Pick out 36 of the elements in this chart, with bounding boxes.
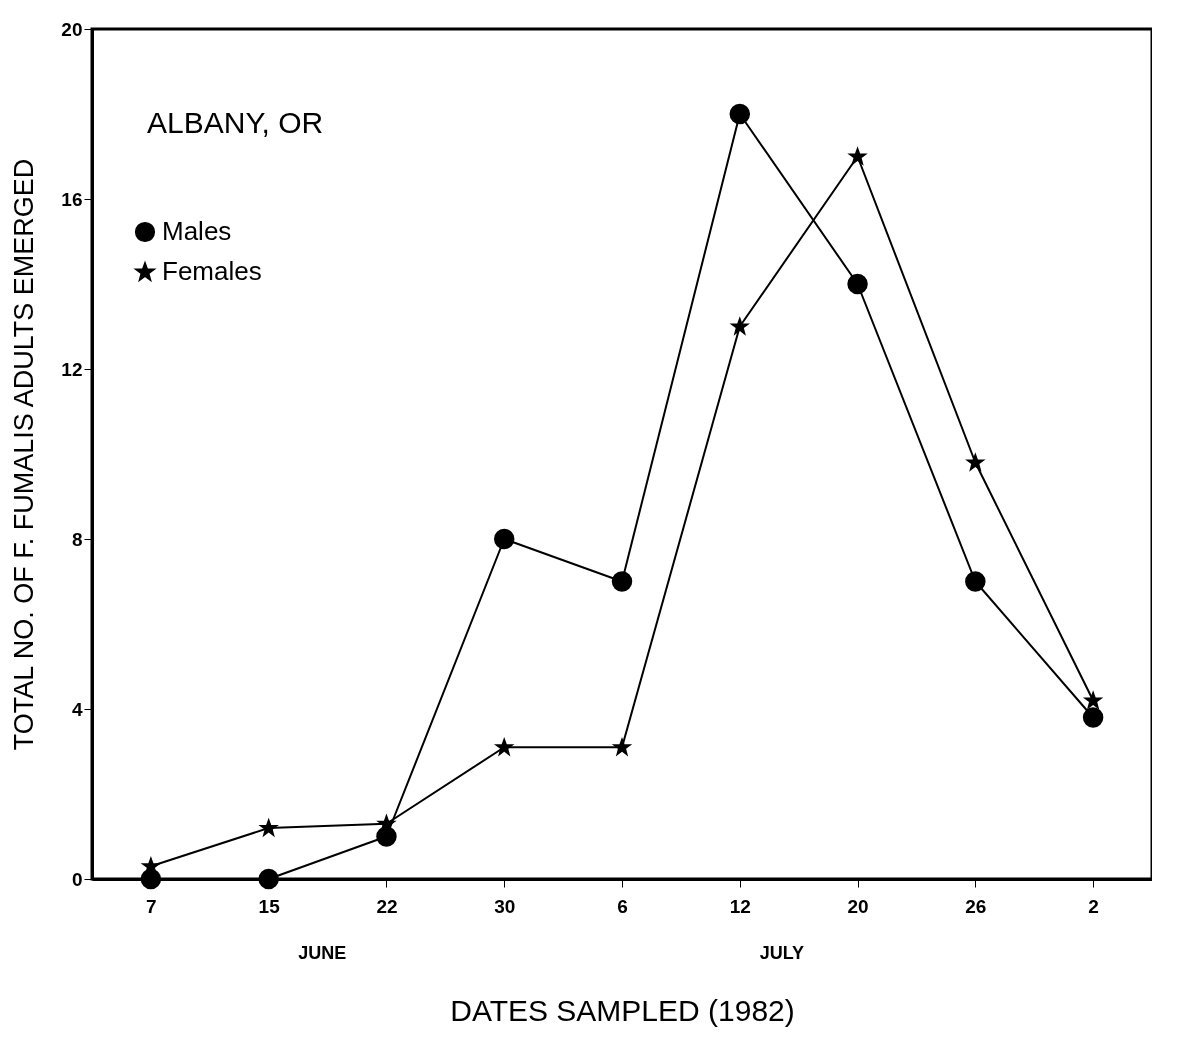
annotation: ALBANY, OR — [147, 106, 324, 139]
point — [729, 316, 751, 336]
x-tick-label: 12 — [729, 895, 751, 917]
y-tick-label: 12 — [61, 358, 83, 380]
x-tick-label: 15 — [258, 895, 281, 917]
text: JULY — [759, 943, 805, 963]
x-tick-label: 20 — [847, 895, 869, 917]
point — [258, 868, 279, 890]
text: JUNE — [298, 943, 347, 963]
point — [493, 528, 515, 550]
point — [493, 737, 515, 757]
y-tick-label: 8 — [71, 528, 83, 550]
x-axis-title: DATES SAMPLED (1982) — [450, 993, 795, 1027]
point — [611, 571, 633, 592]
y-axis-title: TOTAL NO. OF F. FUMALIS ADULTS EMERGED — [9, 158, 40, 751]
x-tick-label: 6 — [617, 895, 628, 917]
point — [1082, 690, 1104, 710]
x-tick-label: 22 — [376, 895, 398, 917]
point — [258, 817, 279, 838]
x-tick-label: 26 — [965, 895, 987, 917]
point — [965, 571, 986, 592]
y-tick-label: 0 — [71, 868, 83, 890]
y-tick-label: 4 — [71, 698, 83, 720]
x-tick-label: 7 — [146, 895, 157, 917]
point — [847, 273, 868, 295]
point — [965, 452, 986, 472]
legend-label: Males — [162, 216, 232, 246]
point — [611, 737, 633, 757]
y-tick-label: 20 — [61, 18, 83, 40]
legend-label: Females — [162, 256, 262, 286]
point — [1082, 707, 1104, 728]
point — [729, 103, 751, 125]
y-tick-label: 16 — [61, 188, 83, 210]
point — [847, 146, 868, 166]
x-tick-label: 30 — [494, 895, 516, 917]
x-tick-label: 2 — [1088, 895, 1099, 917]
